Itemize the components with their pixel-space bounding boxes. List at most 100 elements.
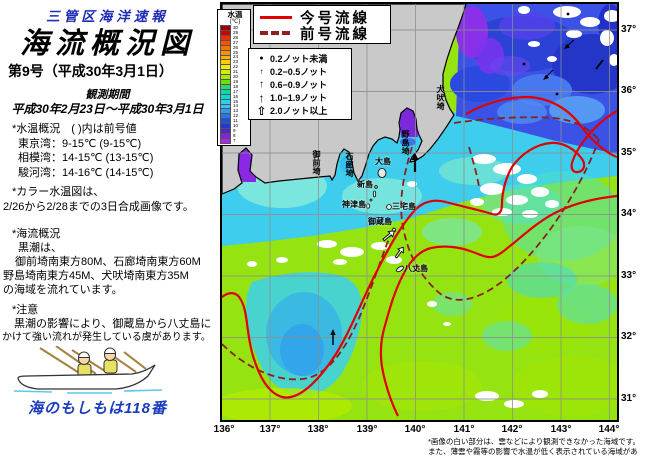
dashed-line-icon bbox=[260, 31, 294, 35]
arrow-small-icon bbox=[543, 69, 554, 80]
colorbar-swatch bbox=[220, 137, 231, 145]
speed-legend: ● 0.2ノット未満 ↑ 0.2−0.5ノット ↑ 0.6−0.9ノット ↑ 1… bbox=[248, 48, 352, 120]
lon-label-138: 138° bbox=[307, 424, 329, 435]
label-mikurajima: 御蔵島 bbox=[368, 217, 392, 226]
label-nojimazaki: 野島埼 bbox=[401, 130, 410, 156]
lat-label-33: 33° bbox=[621, 270, 637, 281]
label-irozaki: 石廊埼 bbox=[345, 152, 354, 178]
medium-arrow-icon: ↑ bbox=[259, 79, 264, 90]
caution-line-1: 黒潮の影響により、御蔵島から八丈島に bbox=[14, 318, 212, 330]
arrow-medium-icon bbox=[330, 329, 336, 345]
water-lines-icon bbox=[13, 389, 163, 394]
colorbar-value: 7 bbox=[233, 137, 236, 143]
label-miyakejima: 三宅島 bbox=[392, 202, 416, 211]
temperature-colorbar: 水温 (℃) 30 29 28 27 26 25 24 23 22 21 20 19 18 17 16 15 1… bbox=[217, 9, 251, 147]
speed-legend-row: ↑ 0.2−0.5ノット bbox=[253, 65, 347, 78]
current-summary-heading: *海流概況 bbox=[12, 228, 61, 240]
lon-label-143: 143° bbox=[550, 424, 572, 435]
colorbar-value: 26 bbox=[233, 44, 239, 50]
open-arrow-icon: ⇧ bbox=[256, 103, 267, 118]
arrow-small-icon bbox=[595, 59, 604, 70]
colorbar-value: 11 bbox=[233, 118, 238, 124]
boat-hull bbox=[17, 364, 156, 390]
label-hachijojima: 八丈島 bbox=[404, 264, 428, 273]
label-niijima: 新島 bbox=[357, 180, 373, 189]
lat-label-34: 34° bbox=[621, 208, 637, 219]
left-panel: 三管区海洋速報 海流概況図 第9号（平成30年3月1日） 観測期間 平成30年2… bbox=[0, 0, 218, 458]
colorbar-value: 21 bbox=[233, 69, 239, 75]
colorbar-value: 29 bbox=[233, 30, 239, 36]
map-footnote-2: また、薄雲や霧等の影響で水温が低く表示されている海域があります。 bbox=[428, 447, 638, 458]
water-temp-tokyo: 東京湾：9-15℃ (9-15℃) bbox=[18, 137, 142, 150]
colorbar-value: 20 bbox=[233, 74, 239, 80]
open-arrow-icon bbox=[382, 230, 395, 242]
lon-label-144: 144° bbox=[598, 424, 620, 435]
caution-heading: *注意 bbox=[12, 304, 39, 316]
streamline-legend: 今号流線 前号流線 bbox=[253, 5, 391, 44]
speed-label-1: 0.2ノット未満 bbox=[270, 54, 328, 64]
label-kozushima: 神津島 bbox=[342, 200, 366, 209]
lat-label-37: 37° bbox=[621, 24, 637, 35]
lon-label-141: 141° bbox=[453, 424, 475, 435]
lon-label-142: 142° bbox=[501, 424, 523, 435]
colorbar-value: 8 bbox=[233, 132, 236, 138]
current-summary-line-1: 黒潮は、 bbox=[18, 242, 62, 254]
current-streamlines bbox=[221, 95, 618, 417]
crew-figure-2 bbox=[103, 347, 118, 374]
arrow-small-icon bbox=[564, 39, 575, 49]
colorbar-value: 12 bbox=[233, 113, 239, 119]
colorbar-value: 27 bbox=[233, 39, 239, 45]
colorbar-unit: (℃) bbox=[229, 19, 241, 25]
current-summary-line-3: 野島埼南東方45M、犬吠埼南東方35M bbox=[3, 270, 189, 282]
thin-arrow-icon: ↑ bbox=[259, 67, 264, 76]
speed-label-3: 0.6−0.9ノット bbox=[270, 80, 328, 90]
previous-line-legend-row: 前号流線 bbox=[260, 25, 384, 43]
rescue-boat-illustration bbox=[13, 346, 163, 394]
colorbar-value: 30 bbox=[233, 25, 239, 31]
lat-label-32: 32° bbox=[621, 331, 637, 342]
speed-label-5: 2.0ノット以上 bbox=[270, 106, 328, 116]
speed-label-4: 1.0−1.9ノット bbox=[270, 93, 328, 103]
colorbar-scale: 30 29 28 27 26 25 24 23 22 21 20 19 18 17 16 15 14 13 12 11… bbox=[220, 25, 250, 145]
speed-legend-row: ⇧ 2.0ノット以上 bbox=[253, 103, 347, 118]
cloud-patches bbox=[247, 6, 620, 408]
colorbar-value: 23 bbox=[233, 59, 239, 65]
dot-symbol bbox=[555, 92, 559, 96]
colorbar-value: 17 bbox=[233, 88, 239, 94]
caution-line-2: かけて強い流れが発生している虞があります。 bbox=[2, 332, 211, 343]
lat-label-31: 31° bbox=[621, 393, 637, 404]
current-summary-line-2: 御前埼南東方80M、石廊埼南東方60M bbox=[15, 256, 201, 268]
colorbar-value: 24 bbox=[233, 54, 239, 60]
current-summary-line-4: の海域を流れています。 bbox=[3, 284, 123, 296]
bold-arrow-icon: ↑ bbox=[258, 90, 265, 105]
current-line-legend-row: 今号流線 bbox=[260, 9, 384, 27]
open-arrow-icon bbox=[394, 246, 404, 259]
izu-islands bbox=[365, 168, 404, 273]
meander-cold-core bbox=[246, 272, 363, 397]
colorbar-value: 14 bbox=[233, 103, 239, 109]
colorbar-title: 水温 bbox=[227, 10, 243, 19]
speed-legend-row: ↑ 0.6−0.9ノット bbox=[253, 78, 347, 91]
lon-label-140: 140° bbox=[404, 424, 426, 435]
colorbar-step: 7 bbox=[220, 137, 250, 145]
dot-symbol-icon: ● bbox=[259, 55, 264, 62]
current-line-label: 今号流線 bbox=[300, 10, 370, 27]
water-temp-sagami: 相模湾：14-15℃ (13-15℃) bbox=[18, 152, 154, 164]
emergency-number-slogan: 海のもしもは118番 bbox=[28, 400, 167, 417]
label-omaezaki: 御前埼 bbox=[312, 150, 321, 176]
water-temp-suruga: 駿河湾：14-16℃ (14-15℃) bbox=[18, 166, 154, 179]
colorbar-value: 22 bbox=[233, 64, 239, 70]
observation-period: 平成30年2月23日～平成30年3月1日 bbox=[11, 102, 204, 116]
colorbar-value: 16 bbox=[233, 93, 239, 99]
speed-arrows bbox=[330, 12, 604, 345]
water-temp-summary: *水温概況 ( )内は前号値 東京湾：9-15℃ (9-15℃) 相模湾：14-… bbox=[12, 122, 153, 180]
speed-legend-row: ↑ 1.0−1.9ノット bbox=[253, 90, 347, 105]
speed-legend-row: ● 0.2ノット未満 bbox=[253, 52, 347, 65]
colorbar-value: 28 bbox=[233, 34, 239, 40]
crew-figure-1 bbox=[77, 351, 92, 378]
oars-icon bbox=[39, 346, 147, 377]
map-footnote-1: *画像の白い部分は、雲などにより観測できなかった海域です。 bbox=[428, 437, 641, 446]
colorbar-value: 13 bbox=[233, 108, 239, 114]
color-map-note-1: *カラー水温図は、 bbox=[12, 186, 105, 198]
